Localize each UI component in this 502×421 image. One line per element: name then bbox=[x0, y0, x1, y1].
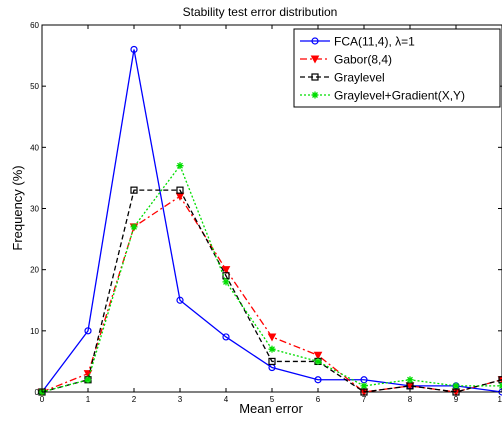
series-3-line bbox=[42, 190, 502, 392]
series-4-point bbox=[177, 162, 184, 169]
x-tick-label: 9 bbox=[454, 395, 459, 404]
series-4-point bbox=[269, 346, 276, 353]
x-tick-label: 6 bbox=[316, 395, 321, 404]
x-tick-label: 4 bbox=[224, 395, 229, 404]
y-tick-label: 50 bbox=[30, 82, 39, 91]
series-3 bbox=[39, 187, 502, 395]
y-tick-label: 30 bbox=[30, 205, 39, 214]
x-axis-label: Mean error bbox=[239, 401, 303, 416]
x-tick-label: 8 bbox=[408, 395, 413, 404]
x-tick-label: 1 bbox=[86, 395, 91, 404]
y-tick-label: 10 bbox=[30, 327, 39, 336]
y-axis-label: Frequency (%) bbox=[10, 165, 25, 250]
series-4-point bbox=[85, 376, 92, 383]
series-4-point bbox=[407, 376, 414, 383]
series-4 bbox=[39, 162, 502, 395]
legend: FCA(11,4), λ=1 Gabor(8,4) Graylevel Graylev… bbox=[294, 29, 500, 107]
y-tick-label: 60 bbox=[30, 21, 39, 30]
x-tick-label: 2 bbox=[132, 395, 137, 404]
y-tick-label: 40 bbox=[30, 143, 39, 152]
series-2-point bbox=[177, 193, 184, 200]
x-tick-label: 10 bbox=[498, 395, 502, 404]
legend-label: Gabor(8,4) bbox=[334, 53, 392, 67]
chart-title: Stability test error distribution bbox=[183, 5, 338, 19]
x-tick-label: 3 bbox=[178, 395, 183, 404]
y-tick-label: 0 bbox=[35, 388, 40, 397]
series-4-point bbox=[223, 278, 230, 285]
series-2-line bbox=[42, 196, 502, 392]
y-tick-label: 20 bbox=[30, 266, 39, 275]
x-tick-label: 0 bbox=[40, 395, 45, 404]
series-2-point bbox=[269, 334, 276, 341]
legend-marker bbox=[312, 92, 319, 99]
legend-label: Graylevel bbox=[334, 71, 385, 85]
series-4-point bbox=[499, 382, 502, 389]
x-tick-label: 7 bbox=[362, 395, 367, 404]
series-4-point bbox=[315, 358, 322, 365]
series-4-point bbox=[131, 223, 138, 230]
legend-label: FCA(11,4), λ=1 bbox=[334, 35, 415, 49]
legend-label: Graylevel+Gradient(X,Y) bbox=[334, 89, 465, 103]
